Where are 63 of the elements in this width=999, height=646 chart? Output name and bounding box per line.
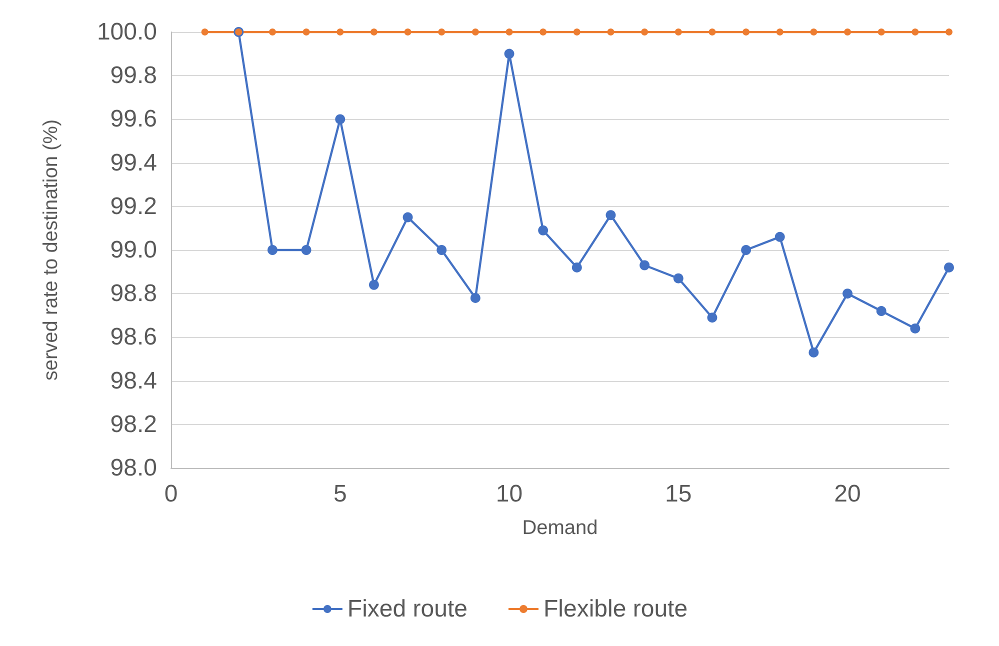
point — [336, 28, 344, 36]
x-tick-label: 15 — [665, 480, 692, 508]
point — [876, 306, 886, 316]
x-tick-label: 10 — [496, 480, 523, 508]
y-tick-label: 98.0 — [110, 454, 157, 482]
point — [708, 28, 716, 36]
point — [912, 28, 919, 36]
point — [302, 28, 310, 36]
y-tick-label: 100.0 — [96, 18, 157, 46]
point — [301, 245, 312, 255]
point — [640, 260, 650, 270]
point — [402, 212, 413, 222]
point — [404, 28, 412, 36]
y-tick-label: 99.4 — [110, 149, 157, 176]
legend-label: Fixed route — [347, 596, 468, 622]
y-tick-label: 99.2 — [110, 192, 157, 220]
point — [776, 28, 784, 36]
point — [436, 245, 447, 255]
point — [504, 48, 514, 59]
point — [368, 280, 379, 290]
point — [538, 225, 548, 236]
point — [438, 28, 446, 36]
point — [268, 28, 276, 36]
point — [470, 292, 480, 303]
point — [844, 28, 852, 36]
point — [808, 347, 819, 358]
point — [741, 245, 752, 255]
x-axis-title: Demand — [522, 517, 598, 539]
point — [774, 232, 785, 242]
point — [335, 114, 346, 124]
y-tick-label: 99.8 — [110, 62, 157, 90]
point — [742, 28, 750, 36]
point — [607, 28, 614, 36]
point — [506, 28, 513, 36]
point — [267, 245, 278, 255]
point — [810, 28, 818, 36]
point — [472, 28, 479, 36]
x-tick-label: 20 — [834, 480, 861, 508]
y-tick-label: 98.6 — [110, 324, 157, 351]
point — [673, 273, 684, 284]
y-tick-label: 98.8 — [110, 280, 157, 308]
point — [641, 28, 648, 36]
y-tick-label: 98.2 — [110, 410, 157, 438]
point — [707, 312, 718, 323]
y-tick-label: 99.0 — [110, 236, 157, 264]
point — [573, 28, 580, 36]
point — [910, 323, 920, 334]
point — [606, 210, 616, 220]
y-axis-title: served rate to destination (%) — [40, 119, 62, 381]
point — [944, 262, 954, 272]
point — [572, 262, 582, 272]
point — [946, 28, 952, 36]
point — [878, 28, 885, 36]
point — [370, 28, 378, 36]
point — [540, 28, 547, 36]
legend-label: Flexible route — [543, 596, 688, 622]
point — [674, 28, 682, 36]
y-tick-label: 98.4 — [110, 367, 157, 394]
x-tick-label: 0 — [164, 480, 178, 508]
point — [842, 288, 853, 299]
y-tick-label: 99.6 — [110, 106, 157, 133]
x-tick-label: 5 — [333, 480, 347, 508]
point — [201, 28, 208, 36]
